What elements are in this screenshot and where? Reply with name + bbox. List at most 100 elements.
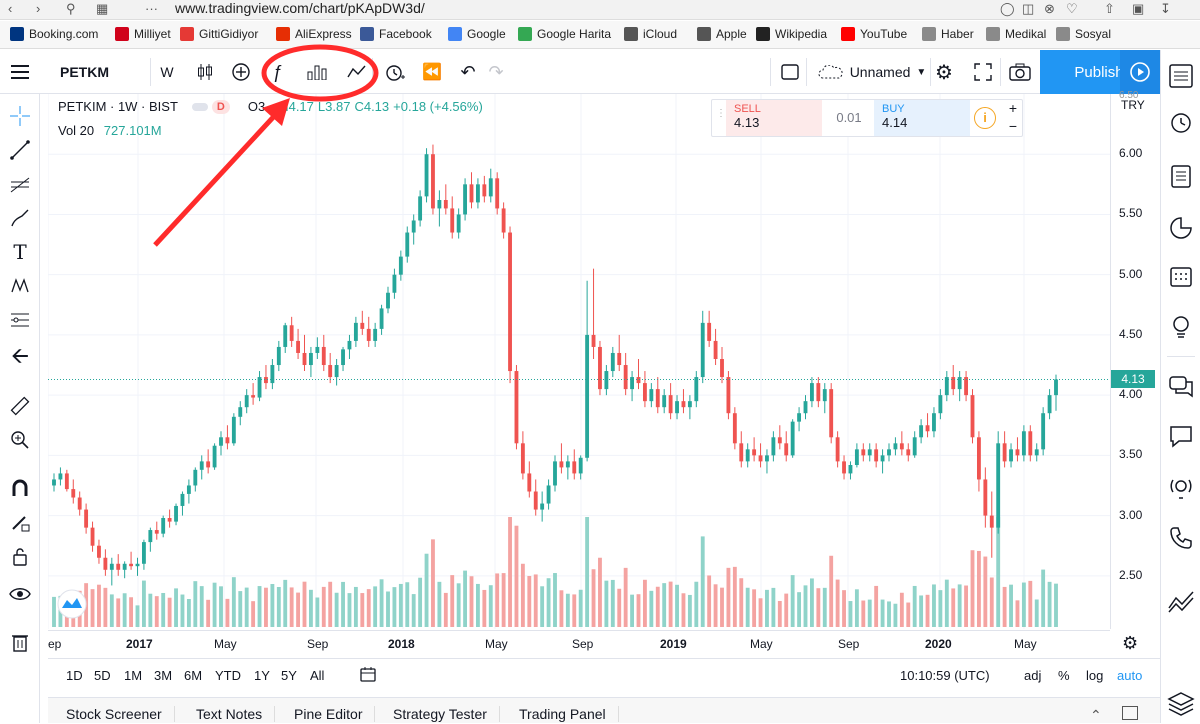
range-1y[interactable]: 1Y bbox=[254, 668, 270, 683]
menu-icon[interactable] bbox=[0, 50, 40, 94]
unlock-icon[interactable] bbox=[8, 544, 32, 568]
trash-icon[interactable] bbox=[8, 630, 32, 654]
chart-line-icon[interactable] bbox=[1167, 588, 1195, 616]
calendar-grid-icon[interactable] bbox=[1167, 262, 1195, 290]
more-icon[interactable]: ··· bbox=[145, 1, 158, 16]
hotlist-icon[interactable] bbox=[1167, 214, 1195, 242]
symbol-search[interactable]: PETKM bbox=[60, 64, 109, 80]
brush-icon[interactable] bbox=[8, 206, 32, 230]
range-all[interactable]: All bbox=[310, 668, 325, 683]
alarm-add-icon[interactable] bbox=[380, 50, 410, 94]
indicator-fx-icon[interactable]: ƒ bbox=[272, 61, 283, 82]
drag-handle-icon[interactable]: ⋮⋮ bbox=[716, 108, 736, 128]
crosshair-icon[interactable] bbox=[8, 104, 32, 128]
time-axis[interactable]: ep 2017 May Sep 2018 May Sep 2019 May Sep 2020 May bbox=[48, 630, 1110, 658]
maximize-panel-icon[interactable] bbox=[1122, 706, 1138, 720]
undo-icon[interactable]: ↶ bbox=[460, 61, 476, 82]
camera-icon[interactable]: ◯ bbox=[1000, 1, 1015, 16]
watchlist-icon[interactable] bbox=[1167, 62, 1195, 90]
data-window-icon[interactable] bbox=[1167, 162, 1195, 190]
eye-icon[interactable] bbox=[8, 582, 32, 606]
arrow-left-icon[interactable]: 🡨 bbox=[11, 343, 29, 368]
search-icon[interactable]: ⚲ bbox=[66, 1, 76, 16]
bookmark-sosyal[interactable]: Sosyal bbox=[1056, 27, 1111, 41]
bookmark-wikipedia[interactable]: Wikipedia bbox=[756, 27, 827, 41]
bookmark-apple[interactable]: Apple bbox=[697, 27, 747, 41]
bookmark-booking-com[interactable]: Booking.com bbox=[10, 27, 98, 41]
share-icon[interactable]: ⇧ bbox=[1104, 1, 1115, 16]
templates-icon[interactable] bbox=[345, 50, 369, 94]
download-icon[interactable]: ↧ bbox=[1160, 1, 1171, 16]
layout-icon[interactable] bbox=[778, 50, 802, 94]
tradingview-logo-icon[interactable] bbox=[57, 589, 87, 619]
chats-icon[interactable] bbox=[1167, 372, 1195, 400]
bookmark-gittigidiyor[interactable]: GittiGidiyor bbox=[180, 27, 258, 41]
fib-icon[interactable] bbox=[8, 172, 32, 196]
settings-gear-icon[interactable]: ⚙ bbox=[935, 61, 953, 84]
bookmark-google[interactable]: Google bbox=[448, 27, 506, 41]
zoom-in-icon[interactable] bbox=[8, 428, 32, 452]
range-6m[interactable]: 6M bbox=[184, 668, 203, 683]
sell-button[interactable]: SELL 4.13 bbox=[726, 100, 822, 136]
fullscreen-icon[interactable] bbox=[968, 50, 998, 94]
calendar-icon[interactable] bbox=[360, 666, 376, 685]
alarm-clock-icon[interactable] bbox=[1167, 108, 1195, 136]
range-1d[interactable]: 1D bbox=[66, 668, 83, 683]
collapse-chevron-icon[interactable]: ⌃ bbox=[1090, 707, 1102, 723]
compare-icon[interactable] bbox=[226, 50, 256, 94]
range-1m[interactable]: 1M bbox=[124, 668, 143, 683]
layout-name-menu[interactable]: Unnamed ▼ bbox=[812, 50, 932, 94]
snapshot-camera-icon[interactable] bbox=[1006, 50, 1034, 94]
range-5y[interactable]: 5Y bbox=[281, 668, 297, 683]
bookmark-medikal[interactable]: Medikal bbox=[986, 27, 1046, 41]
trend-line-icon[interactable] bbox=[8, 138, 32, 162]
qty-minus-button[interactable]: − bbox=[1008, 118, 1018, 134]
clock-time[interactable]: 10:10:59 (UTC) bbox=[900, 668, 990, 683]
tabs-icon[interactable]: ▣ bbox=[1132, 1, 1145, 16]
heart-icon[interactable]: ♡ bbox=[1066, 1, 1078, 16]
bookmark-youtube[interactable]: YouTube bbox=[841, 27, 907, 41]
price-chart[interactable] bbox=[48, 94, 1110, 629]
bookmark-haber[interactable]: Haber bbox=[922, 27, 974, 41]
interval-button[interactable]: W bbox=[160, 64, 174, 80]
lock-pencil-icon[interactable] bbox=[8, 510, 32, 534]
streams-icon[interactable] bbox=[1167, 474, 1195, 502]
panel-tab-trading-panel[interactable]: Trading Panel bbox=[507, 706, 619, 722]
url-field[interactable]: www.tradingview.com/chart/pKApDW3d/ bbox=[175, 0, 425, 16]
bookmark-aliexpress[interactable]: AliExpress bbox=[276, 27, 352, 41]
candles-icon[interactable] bbox=[190, 50, 220, 94]
ideas-bulb-icon[interactable] bbox=[1167, 312, 1195, 340]
panel-tab-strategy-tester[interactable]: Strategy Tester bbox=[381, 706, 500, 722]
axis-settings-gear-icon[interactable]: ⚙ bbox=[1122, 633, 1139, 653]
qty-plus-button[interactable]: + bbox=[1008, 100, 1018, 116]
info-icon[interactable]: i bbox=[974, 107, 996, 129]
panel-tab-text-notes[interactable]: Text Notes bbox=[184, 706, 276, 722]
shield-icon[interactable]: ◫ bbox=[1022, 1, 1035, 16]
bookmark-facebook[interactable]: Facebook bbox=[360, 27, 432, 41]
pattern-icon[interactable] bbox=[8, 274, 32, 298]
back-icon[interactable]: ‹ bbox=[8, 1, 13, 16]
range-5d[interactable]: 5D bbox=[94, 668, 111, 683]
layers-icon[interactable] bbox=[1167, 690, 1195, 718]
redo-icon[interactable]: ↷ bbox=[488, 61, 504, 82]
bookmark-milliyet[interactable]: Milliyet bbox=[115, 27, 171, 41]
magnet-icon[interactable] bbox=[8, 476, 32, 500]
buy-button[interactable]: BUY 4.14 bbox=[874, 100, 970, 136]
text-tool-icon[interactable]: T bbox=[13, 240, 27, 264]
auto-toggle[interactable]: auto bbox=[1117, 668, 1143, 683]
range-ytd[interactable]: YTD bbox=[215, 668, 241, 683]
forward-icon[interactable]: › bbox=[36, 1, 41, 16]
panel-tab-pine-editor[interactable]: Pine Editor bbox=[282, 706, 376, 722]
ruler-icon[interactable] bbox=[8, 394, 32, 418]
log-toggle[interactable]: log bbox=[1086, 668, 1104, 683]
publish-play-icon[interactable] bbox=[1120, 50, 1160, 94]
prediction-icon[interactable] bbox=[8, 308, 32, 332]
chat-bubble-icon[interactable] bbox=[1167, 422, 1195, 450]
phone-icon[interactable] bbox=[1167, 524, 1195, 552]
range-3m[interactable]: 3M bbox=[154, 668, 173, 683]
price-axis[interactable]: 6.50 TRY 6.00 5.50 5.00 4.50 4.00 3.50 3.00 2.5… bbox=[1110, 90, 1160, 629]
adj-toggle[interactable]: adj bbox=[1024, 668, 1042, 683]
bookmark-google-harita[interactable]: Google Harita bbox=[518, 27, 611, 41]
eye-toggle-badge[interactable] bbox=[191, 102, 208, 111]
close-tab-icon[interactable]: ⊗ bbox=[1044, 1, 1055, 16]
